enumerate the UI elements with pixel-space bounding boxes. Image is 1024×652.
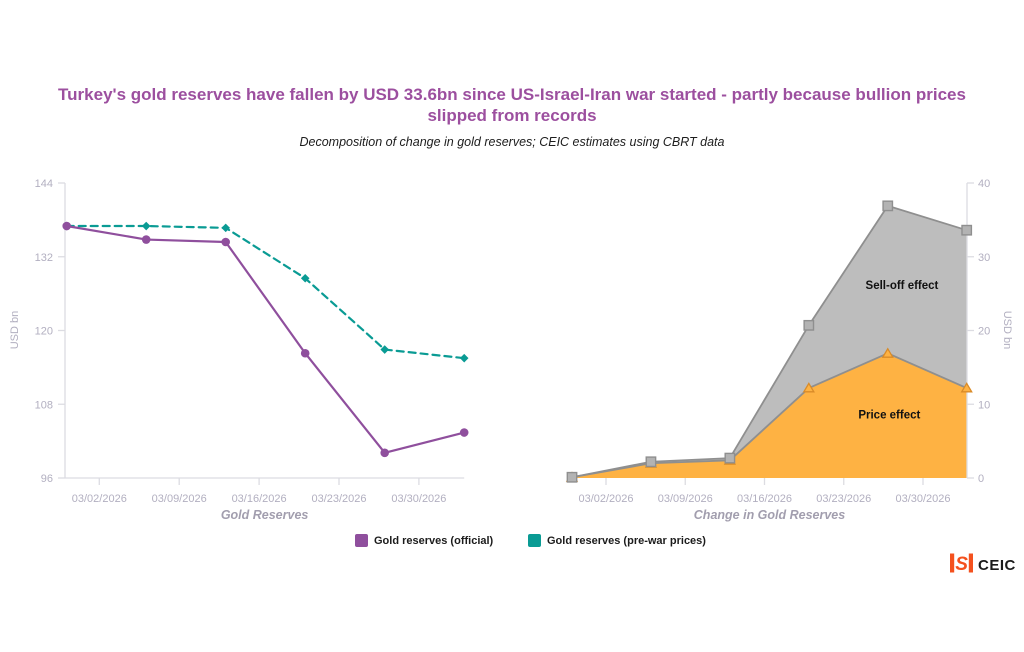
total-change-marker <box>724 452 736 464</box>
charts-canvas: 96 108 120 132 144 03/02/2026 03/09/2026 03/16/… <box>9 178 1013 522</box>
price-effect-marker <box>881 347 894 358</box>
ceic-logo: S CEIC <box>950 553 1016 578</box>
left-x-tick-label: 03/02/2026 <box>72 493 127 505</box>
prewar-data-marker <box>221 223 230 233</box>
official-data-marker <box>459 428 469 437</box>
prewar-data-marker <box>459 353 469 363</box>
legend-label-official: Gold reserves (official) <box>374 534 494 547</box>
official-series-line <box>65 224 466 454</box>
right-y-tick-label: 10 <box>978 399 990 411</box>
official-data-marker <box>141 235 151 244</box>
official-data-marker <box>380 448 390 458</box>
left-y-tick-label: 108 <box>35 399 53 411</box>
left-y-tick-label: 132 <box>35 252 53 264</box>
legend-swatch-official <box>355 534 368 547</box>
total-change-marker <box>566 471 578 483</box>
prewar-series-line <box>65 224 466 360</box>
right-y-axis-label: USD bn <box>1001 311 1013 350</box>
total-change-marker <box>803 319 815 331</box>
isi-logo-icon: S <box>950 553 973 578</box>
official-data-marker <box>221 237 230 247</box>
total-change-marker <box>882 200 894 212</box>
left-x-tick-label: 03/30/2026 <box>391 493 446 505</box>
svg-text:S: S <box>955 554 968 573</box>
left-y-tick-label: 120 <box>35 326 53 338</box>
price-effect-area <box>572 353 967 478</box>
prewar-data-marker <box>380 345 389 354</box>
selloff-effect-area <box>572 205 967 478</box>
left-y-tick-label: 96 <box>41 473 53 485</box>
legend-label-prewar: Gold reserves (pre-war prices) <box>547 534 706 547</box>
page-subtitle: Decomposition of change in gold reserves… <box>299 135 725 149</box>
left-y-tick-label: 144 <box>35 178 53 190</box>
right-x-tick-label: 03/02/2026 <box>578 493 633 505</box>
left-chart-title: Gold Reserves <box>221 508 309 522</box>
left-x-tick-label: 03/23/2026 <box>311 493 366 505</box>
legend-item-official: Gold reserves (official) <box>355 534 493 547</box>
right-chart-title: Change in Gold Reserves <box>694 508 845 522</box>
total-change-marker <box>645 456 657 468</box>
legend-item-prewar: Gold reserves (pre-war prices) <box>528 534 706 547</box>
chart-header: Turkey's gold reserves have fallen by US… <box>0 84 1024 149</box>
area-annotation: Price effect <box>858 410 920 422</box>
total-change-line <box>571 204 967 479</box>
right-x-tick-label: 03/16/2026 <box>737 493 792 505</box>
page-title: Turkey's gold reserves have fallen by US… <box>58 85 966 125</box>
right-y-tick-label: 40 <box>978 178 990 190</box>
right-x-tick-label: 03/23/2026 <box>816 493 871 505</box>
price-effect-line <box>571 352 968 479</box>
area-annotation: Sell-off effect <box>866 280 939 292</box>
prewar-data-marker <box>300 273 310 283</box>
total-change-marker <box>961 224 973 236</box>
ceic-logo-text: CEIC <box>978 557 1016 574</box>
price-effect-marker <box>802 382 815 393</box>
legend-swatch-prewar <box>528 534 541 547</box>
right-x-tick-label: 03/09/2026 <box>658 493 713 505</box>
right-x-tick-label: 03/30/2026 <box>895 493 950 505</box>
left-x-tick-label: 03/09/2026 <box>152 493 207 505</box>
official-data-marker <box>62 221 71 231</box>
right-y-tick-label: 0 <box>978 473 984 485</box>
right-y-tick-label: 30 <box>978 252 990 264</box>
chart-legend: Gold reserves (official) Gold reserves (… <box>0 534 1024 552</box>
left-x-tick-label: 03/16/2026 <box>232 493 287 505</box>
left-y-axis-label: USD bn <box>9 311 21 350</box>
prewar-data-marker <box>141 221 151 231</box>
right-y-tick-label: 20 <box>978 326 990 338</box>
price-effect-marker <box>960 382 973 393</box>
official-data-marker <box>300 348 310 358</box>
